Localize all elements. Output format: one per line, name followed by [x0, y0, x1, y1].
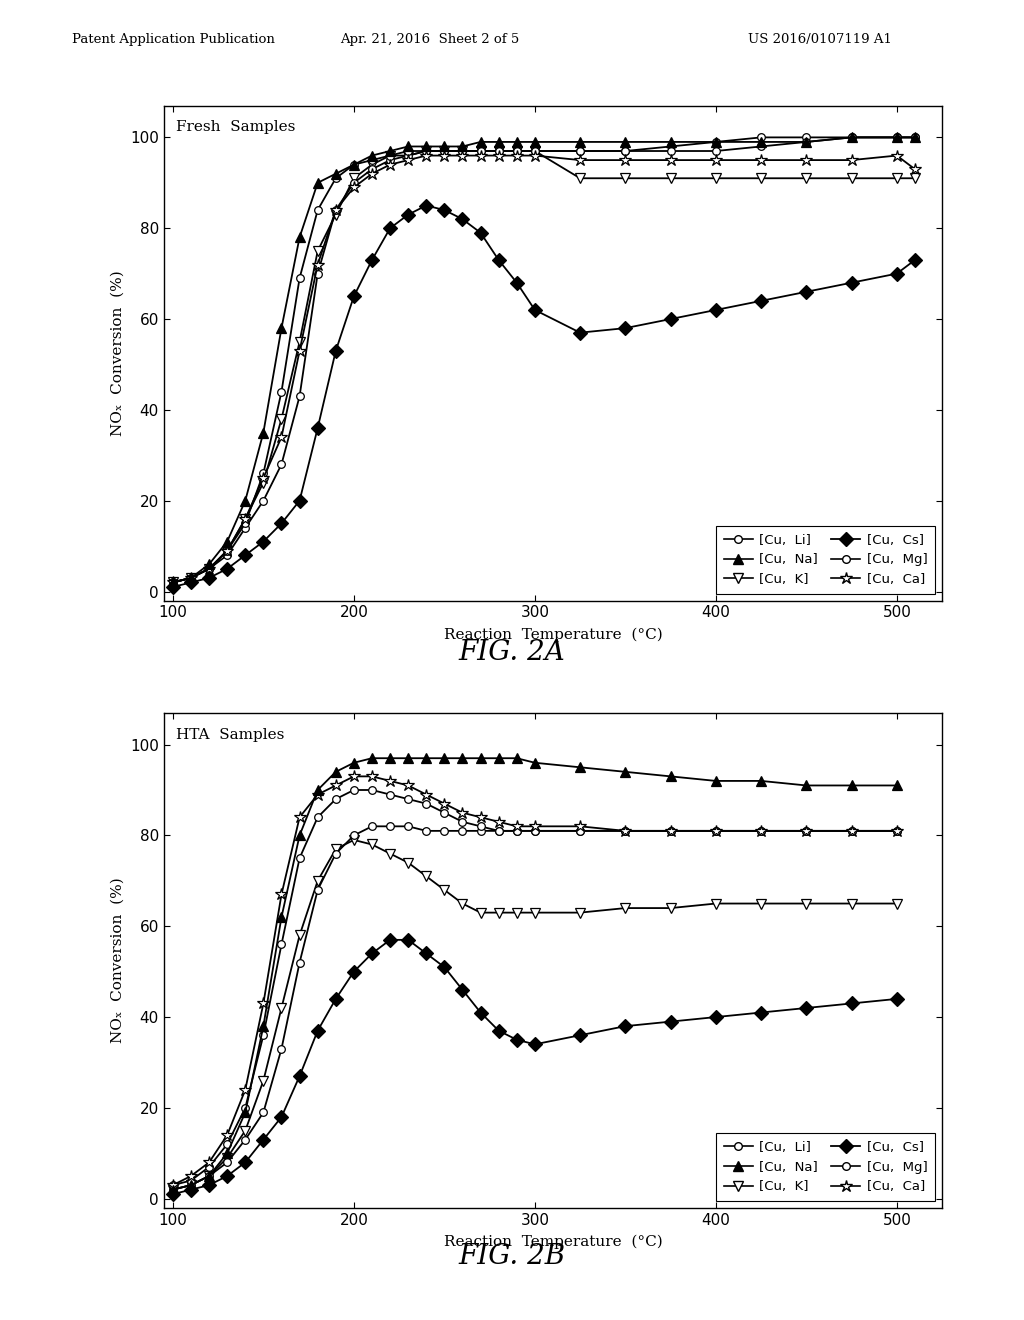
Text: Patent Application Publication: Patent Application Publication: [72, 33, 274, 46]
Legend: [Cu,  Li], [Cu,  Na], [Cu,  K], [Cu,  Cs], [Cu,  Mg], [Cu,  Ca]: [Cu, Li], [Cu, Na], [Cu, K], [Cu, Cs], […: [716, 525, 936, 594]
Text: FIG. 2A: FIG. 2A: [459, 639, 565, 665]
X-axis label: Reaction  Temperature  (°C): Reaction Temperature (°C): [443, 1234, 663, 1249]
Text: HTA  Samples: HTA Samples: [175, 727, 284, 742]
Y-axis label: NOₓ  Conversion  (%): NOₓ Conversion (%): [111, 878, 125, 1043]
X-axis label: Reaction  Temperature  (°C): Reaction Temperature (°C): [443, 627, 663, 642]
Y-axis label: NOₓ  Conversion  (%): NOₓ Conversion (%): [111, 271, 125, 436]
Legend: [Cu,  Li], [Cu,  Na], [Cu,  K], [Cu,  Cs], [Cu,  Mg], [Cu,  Ca]: [Cu, Li], [Cu, Na], [Cu, K], [Cu, Cs], […: [716, 1133, 936, 1201]
Text: Fresh  Samples: Fresh Samples: [175, 120, 295, 135]
Text: Apr. 21, 2016  Sheet 2 of 5: Apr. 21, 2016 Sheet 2 of 5: [340, 33, 520, 46]
Text: US 2016/0107119 A1: US 2016/0107119 A1: [748, 33, 892, 46]
Text: FIG. 2B: FIG. 2B: [459, 1243, 565, 1270]
